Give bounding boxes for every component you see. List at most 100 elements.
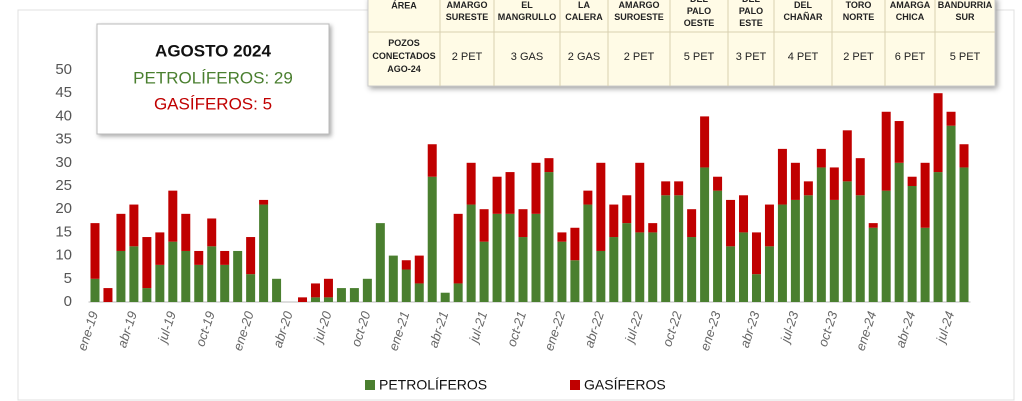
- table-cell: 2 PET: [843, 51, 874, 63]
- table-cell: 3 GAS: [511, 51, 543, 63]
- table-header: ÁREA: [391, 0, 417, 10]
- bar-segment: [453, 213, 463, 284]
- annotation-title: AGOSTO 2024: [155, 41, 271, 60]
- bar-segment: [90, 223, 100, 279]
- table-frame: [367, 0, 996, 87]
- table-cell: 5 PET: [684, 51, 715, 63]
- bar-segment: [518, 209, 528, 238]
- bar-segment: [129, 246, 139, 302]
- bar-segment: [674, 195, 684, 302]
- bar-segment: [259, 204, 269, 302]
- bar-segment: [323, 297, 333, 302]
- bar-segment: [635, 162, 645, 233]
- bar-segment: [246, 274, 256, 302]
- bar-segment: [155, 232, 165, 265]
- bar-segment: [583, 190, 593, 205]
- table-cell: 6 PET: [895, 51, 926, 63]
- bar-segment: [336, 288, 346, 302]
- bar-segment: [259, 199, 269, 205]
- bar-segment: [868, 227, 878, 302]
- bar-segment: [401, 269, 411, 302]
- bar-segment: [868, 223, 878, 228]
- bar-segment: [907, 176, 917, 186]
- bar-segment: [505, 213, 515, 302]
- bar-segment: [272, 278, 282, 302]
- bar-segment: [726, 199, 736, 247]
- bar-segment: [349, 288, 359, 302]
- bar-segment: [246, 237, 256, 275]
- table-cell: 5 PET: [950, 51, 981, 63]
- bar-segment: [479, 209, 489, 242]
- bar-segment: [181, 213, 191, 251]
- bar-segment: [388, 255, 398, 302]
- bar-segment: [777, 204, 787, 302]
- bar-segment: [803, 195, 813, 302]
- bar-segment: [116, 213, 126, 251]
- bar-segment: [713, 190, 723, 302]
- table-cell: 2 GAS: [568, 51, 600, 63]
- bar-segment: [920, 227, 930, 302]
- bar-segment: [414, 283, 424, 302]
- bar-segment: [557, 241, 567, 302]
- bar-segment: [310, 297, 320, 302]
- bar-segment: [674, 181, 684, 196]
- legend-swatch: [365, 380, 375, 390]
- table-header: AMARGA CHICA: [890, 0, 931, 22]
- bar-segment: [155, 264, 165, 302]
- bar-segment: [142, 237, 152, 289]
- bar-segment: [505, 172, 515, 214]
- bar-segment: [855, 195, 865, 302]
- bar-segment: [427, 176, 437, 302]
- bar-segment: [661, 195, 671, 302]
- bar-segment: [181, 250, 191, 302]
- y-tick-label: 40: [55, 107, 72, 124]
- bar-segment: [726, 246, 736, 302]
- annotation-line: GASÍFEROS: 5: [154, 94, 272, 113]
- bar-segment: [129, 204, 139, 247]
- bar-segment: [764, 246, 774, 302]
- bar-segment: [194, 250, 204, 265]
- legend-label: GASÍFEROS: [584, 377, 666, 393]
- bar-segment: [648, 232, 658, 302]
- bar-segment: [596, 162, 606, 251]
- bar-segment: [751, 232, 761, 275]
- table-header: TORO NORTE: [843, 0, 875, 22]
- table-cell: POZOS CONECTADOS AGO-24: [372, 38, 435, 74]
- bar-segment: [466, 204, 476, 302]
- y-tick-label: 35: [55, 131, 72, 148]
- bar-segment: [142, 288, 152, 302]
- bar-segment: [90, 278, 100, 302]
- table-header: DELPALOOESTE: [684, 0, 715, 28]
- y-tick-label: 10: [55, 247, 72, 264]
- annotation-frame: [96, 23, 330, 135]
- bar-segment: [777, 148, 787, 205]
- bar-segment: [609, 237, 619, 302]
- bar-segment: [829, 167, 839, 200]
- bar-segment: [946, 125, 956, 303]
- annotation-line: PETROLÍFEROS: 29: [133, 68, 293, 87]
- bar-segment: [790, 199, 800, 302]
- bar-segment: [739, 195, 749, 233]
- bar-segment: [739, 232, 749, 302]
- bar-segment: [220, 264, 230, 302]
- table-header: AMARGO SUROESTE: [614, 0, 664, 22]
- bar-segment: [557, 232, 567, 242]
- table-header: EL MANGRULLO: [498, 0, 557, 22]
- bar-segment: [764, 204, 774, 247]
- bar-segment: [518, 237, 528, 302]
- bar-segment: [207, 246, 217, 302]
- bar-segment: [648, 223, 658, 233]
- y-tick-label: 45: [55, 84, 72, 101]
- y-tick-label: 25: [55, 177, 72, 194]
- bar-segment: [881, 111, 891, 191]
- bar-segment: [453, 283, 463, 302]
- bar-segment: [933, 172, 943, 302]
- bar-segment: [194, 264, 204, 302]
- bar-segment: [440, 292, 450, 302]
- bar-segment: [531, 213, 541, 302]
- bar-segment: [842, 130, 852, 182]
- y-tick-label: 15: [55, 223, 72, 240]
- bar-segment: [220, 250, 230, 265]
- bar-segment: [609, 204, 619, 238]
